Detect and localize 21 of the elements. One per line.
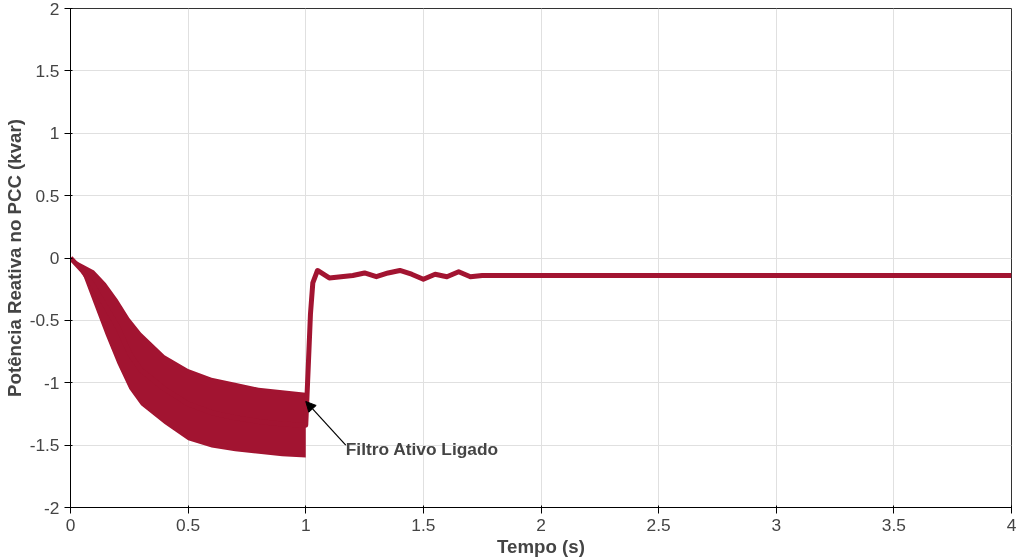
x-tick-label: 2: [536, 514, 546, 535]
y-tick-label: 0.5: [35, 185, 60, 206]
y-tick-label: 2: [49, 0, 60, 19]
y-tick-label: -2: [44, 497, 60, 518]
annotation: Filtro Ativo Ligado: [345, 439, 499, 460]
y-tick-label: 0: [49, 248, 60, 268]
x-tick-label: 2.5: [646, 514, 671, 535]
x-tick-label: 1.5: [411, 514, 436, 535]
y-tick-label: -0.5: [29, 310, 60, 331]
x-tick-label: 0: [65, 514, 76, 535]
x-tick-label: 0.5: [176, 514, 201, 535]
y-axis-title: Potência Reativa no PCC (kvar): [3, 119, 25, 397]
x-axis-title: Tempo (s): [497, 535, 585, 557]
x-tick-label: 3: [771, 514, 782, 535]
y-tick-label: -1: [44, 372, 60, 393]
y-tick-label: 1.5: [35, 60, 60, 81]
y-tick-label: 1: [49, 123, 60, 144]
x-tick-label: 1: [300, 514, 311, 535]
x-tick-label: 4: [1006, 514, 1017, 535]
x-tick-label: 3.5: [881, 514, 906, 535]
y-tick-label: -1.5: [29, 435, 60, 456]
